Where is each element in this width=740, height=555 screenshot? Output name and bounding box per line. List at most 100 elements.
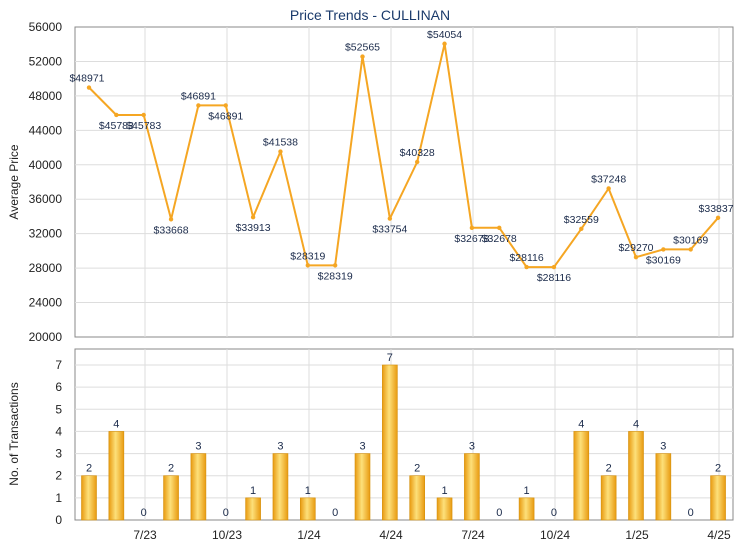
price-y-tick-label: 52000: [29, 54, 63, 68]
price-point: [633, 254, 639, 260]
price-point: [606, 186, 611, 191]
price-point: [86, 85, 92, 90]
transactions-y-tick-label: 4: [55, 424, 62, 438]
transaction-bar-label: 4: [113, 418, 119, 430]
price-gridlines: [75, 27, 733, 337]
x-axis-tick-label: 10/23: [212, 528, 242, 542]
price-plot-area: [74, 26, 734, 338]
price-data-label: $33837: [699, 203, 734, 215]
price-series-line: [88, 42, 719, 269]
price-y-tick-labels: 20000 24000 28000 32000 36000 40000 44000 48000…: [29, 20, 63, 344]
transaction-bar: [299, 497, 316, 521]
price-panel: 20000 24000 28000 32000 36000 40000 44000 48000…: [7, 7, 734, 344]
price-point: [360, 54, 365, 59]
price-point: [579, 226, 584, 232]
price-data-label: $29270: [618, 242, 653, 254]
price-point: [223, 103, 228, 108]
transaction-bar-label: 2: [606, 463, 612, 475]
price-data-label: $48971: [69, 73, 104, 85]
transaction-bar-label: 0: [688, 507, 694, 519]
price-y-tick-label: 28000: [29, 261, 63, 275]
transaction-bar-label: 3: [277, 441, 283, 453]
price-point: [278, 149, 283, 154]
transaction-bar: [436, 497, 453, 521]
transaction-bar: [163, 475, 179, 521]
transaction-bar-label: 4: [633, 418, 639, 430]
price-point: [415, 159, 420, 165]
transactions-y-tick-label: 2: [55, 469, 62, 483]
price-data-label: $32678: [454, 233, 489, 245]
transactions-y-tick-label: 3: [55, 447, 62, 461]
transaction-bar-label: 1: [524, 485, 530, 497]
x-axis-tick-label: 10/24: [540, 528, 570, 542]
price-data-label: $28319: [290, 250, 325, 262]
transactions-y-tick-label: 1: [55, 491, 62, 505]
price-data-label: $37248: [591, 173, 626, 185]
price-y-axis-label: Average Price: [7, 144, 21, 219]
transaction-bar-label: 1: [250, 485, 256, 497]
transaction-bar-label: 7: [387, 352, 393, 364]
price-data-label: $30169: [646, 254, 681, 266]
transaction-bar: [464, 453, 480, 521]
transactions-y-axis-label: No. of Transactions: [7, 382, 21, 485]
transaction-bar-label: 3: [195, 441, 201, 453]
price-point: [196, 103, 201, 108]
price-point: [469, 225, 475, 231]
price-point: [141, 112, 146, 118]
price-data-label: $30169: [673, 234, 708, 246]
transactions-y-tick-label: 7: [55, 358, 62, 372]
transaction-bar-label: 3: [469, 441, 475, 453]
transaction-bar: [518, 497, 535, 521]
price-data-label: $41538: [263, 137, 298, 149]
transaction-bar: [573, 431, 590, 521]
transactions-plot-area: [74, 348, 734, 521]
transaction-bar: [409, 475, 426, 521]
price-data-label: $45783: [99, 120, 134, 132]
price-point: [305, 263, 310, 268]
transactions-y-tick-label: 0: [55, 513, 62, 527]
price-y-tick-label: 56000: [29, 20, 63, 34]
price-point: [114, 112, 119, 118]
transaction-bar-label: 0: [141, 507, 147, 519]
x-axis-tick-label: 1/24: [297, 528, 321, 542]
transaction-bar: [655, 453, 672, 521]
price-point: [661, 247, 666, 252]
transaction-bar-label: 2: [86, 463, 92, 475]
price-y-tick-label: 36000: [29, 192, 63, 206]
price-data-label: $28116: [537, 272, 571, 284]
price-point: [551, 264, 557, 270]
price-data-label: $32559: [564, 214, 599, 226]
price-point: [387, 216, 393, 221]
x-axis-tick-label: 1/25: [625, 528, 649, 542]
price-data-label: $28116: [509, 252, 543, 264]
transaction-bar-label: 2: [168, 463, 174, 475]
price-data-label: $33668: [154, 224, 189, 236]
transaction-bar: [245, 497, 261, 521]
price-data-label: $33754: [372, 224, 407, 236]
transaction-bar-label: 2: [414, 463, 420, 475]
price-y-tick-label: 20000: [29, 330, 63, 344]
price-data-label: $32678: [482, 233, 517, 245]
transaction-bar: [354, 453, 371, 521]
transaction-bar: [81, 475, 97, 521]
x-axis-tick-label: 7/24: [461, 528, 485, 542]
price-y-tick-label: 32000: [29, 227, 63, 241]
price-y-tick-label: 44000: [29, 123, 63, 137]
transactions-gridlines: [75, 349, 733, 520]
transaction-bar: [190, 453, 207, 521]
transactions-bars: [81, 364, 726, 521]
transactions-y-tick-labels: 0 1 2 3 4 5 6 7: [55, 358, 62, 527]
transaction-bar-label: 1: [441, 485, 447, 497]
price-point: [524, 264, 529, 270]
transaction-bar: [382, 364, 398, 521]
x-axis-tick-label: 4/25: [707, 528, 731, 542]
price-data-label: $46891: [208, 110, 243, 122]
transactions-y-tick-label: 6: [55, 380, 62, 394]
price-data-label: $45783: [126, 120, 161, 132]
transactions-y-tick-label: 5: [55, 402, 62, 416]
transaction-bar-label: 0: [223, 507, 229, 519]
transaction-bar-label: 0: [496, 507, 502, 519]
price-data-labels: $48971 $45783$45783 $33668 $46891 $46891 $339…: [69, 29, 733, 284]
transaction-bar: [710, 475, 726, 521]
